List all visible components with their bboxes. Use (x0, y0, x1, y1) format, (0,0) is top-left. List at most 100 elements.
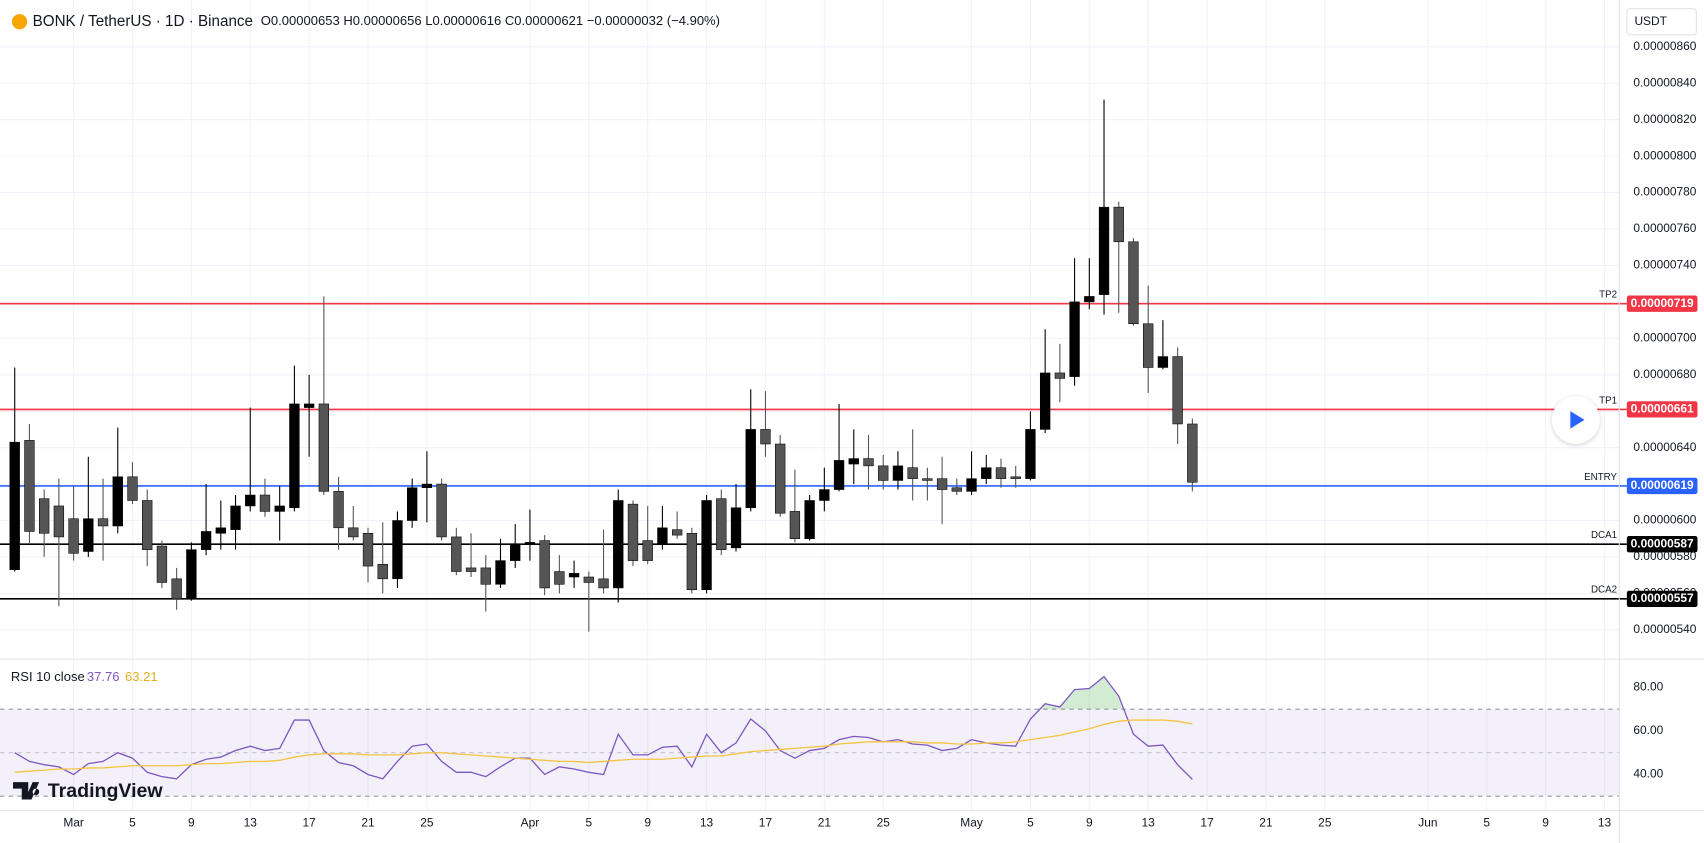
x-tick-label: 9 (188, 816, 195, 830)
y-tick-label: 0.00000640 (1633, 440, 1696, 454)
ohlc-summary: O0.00000653 H0.00000656 L0.00000616 C0.0… (261, 13, 720, 28)
x-tick-label: 5 (585, 816, 592, 830)
x-tick-label: 5 (1027, 816, 1034, 830)
level-value-label: 0.00000619 (1631, 478, 1694, 492)
candle-body (922, 478, 933, 481)
level-value-box (1626, 477, 1698, 495)
candle-body (1039, 372, 1051, 430)
x-tick-label: 25 (1318, 816, 1332, 830)
candle-body (289, 403, 300, 509)
level-value-label: 0.00000719 (1631, 296, 1694, 310)
rsi-tick-label: 60.00 (1633, 723, 1663, 737)
candle-body (127, 476, 138, 501)
rsi-line (14, 719, 1193, 773)
candle-body (24, 440, 35, 532)
candle-body (789, 511, 801, 540)
candle-body (583, 576, 594, 583)
x-tick-label: 9 (1086, 816, 1093, 830)
candle-body (701, 500, 712, 591)
candle-body (318, 403, 330, 492)
candle-body (112, 476, 123, 527)
currency-box[interactable] (1626, 8, 1697, 36)
candle-body (745, 429, 756, 509)
rsi-ma-value: 63.21 (125, 669, 158, 684)
candle-body (303, 403, 315, 408)
candle-body (392, 520, 403, 580)
candle-body (951, 487, 962, 492)
candle-body (1069, 301, 1080, 377)
y-tick-label: 0.00000820 (1633, 112, 1696, 126)
candle-body (936, 478, 948, 490)
rsi-overbought-fill (14, 676, 1193, 710)
candle-body (465, 567, 477, 572)
x-tick-label: 9 (644, 816, 651, 830)
level-value-box (1626, 295, 1698, 312)
candle-body (539, 540, 550, 589)
level-name: DCA1 (1591, 530, 1617, 541)
x-tick-label: 17 (1200, 816, 1214, 830)
x-tick-label: 21 (361, 816, 375, 830)
candle-body (1025, 429, 1036, 479)
candle-body (878, 465, 889, 481)
watermark-text: TradingView (48, 780, 164, 802)
x-tick-label: 17 (302, 816, 316, 830)
candle-body (333, 491, 344, 529)
candle-body (730, 507, 742, 549)
play-button[interactable] (1551, 395, 1600, 444)
y-tick-label: 0.00000600 (1633, 513, 1696, 527)
x-tick-label: 5 (1483, 816, 1490, 830)
candle-body (1143, 323, 1154, 368)
y-tick-label: 0.00000700 (1633, 330, 1696, 344)
candle-body (760, 429, 771, 445)
candle-body (804, 500, 815, 540)
y-tick-label: 0.00000840 (1633, 75, 1696, 89)
candle-body (995, 467, 1007, 479)
candle-body (421, 483, 433, 489)
candle-body (598, 578, 609, 589)
x-tick-label: 21 (1259, 816, 1273, 830)
candle-body (142, 500, 153, 550)
candle-body (230, 505, 241, 530)
candle-body (1172, 356, 1183, 425)
candle-body (981, 467, 992, 479)
candle-body (524, 542, 536, 545)
candle-body (510, 543, 521, 561)
candle-body (97, 518, 109, 527)
x-tick-label: 13 (1598, 816, 1612, 830)
candle-body (775, 443, 786, 514)
candle-body (451, 536, 462, 572)
rsi-line (14, 675, 1193, 780)
candle-body (863, 458, 874, 467)
candle-body (83, 518, 94, 552)
plot-layer (0, 99, 1627, 797)
candle-body (1187, 423, 1198, 483)
x-tick-label: May (960, 816, 983, 830)
candle-body (377, 563, 388, 580)
level-value-label: 0.00000587 (1631, 536, 1694, 550)
x-tick-label: 25 (420, 816, 434, 830)
candle-body (1113, 206, 1124, 243)
candle-body (1098, 206, 1110, 295)
x-tick-label: 13 (700, 816, 714, 830)
x-tick-label: 13 (244, 816, 258, 830)
candle-body (568, 573, 580, 578)
candle-body (362, 533, 374, 567)
candle-body (480, 567, 491, 585)
level-value-box (1626, 536, 1698, 553)
currency-label[interactable]: USDT (1634, 14, 1667, 28)
candle-body (686, 533, 698, 591)
rsi-value: 37.76 (87, 669, 120, 684)
candle-body (53, 505, 65, 538)
candle-body (68, 518, 79, 554)
y-tick-label: 0.00000680 (1633, 367, 1696, 381)
watermark-logo (13, 782, 40, 800)
candle-body (671, 529, 683, 536)
candle-body (436, 483, 447, 538)
y-tick-label: 0.00000540 (1633, 622, 1696, 636)
candle-body (1128, 241, 1139, 325)
candle-body (1084, 296, 1095, 303)
play-icon[interactable] (1570, 411, 1585, 429)
rsi-title: RSI 10 close (11, 669, 85, 684)
